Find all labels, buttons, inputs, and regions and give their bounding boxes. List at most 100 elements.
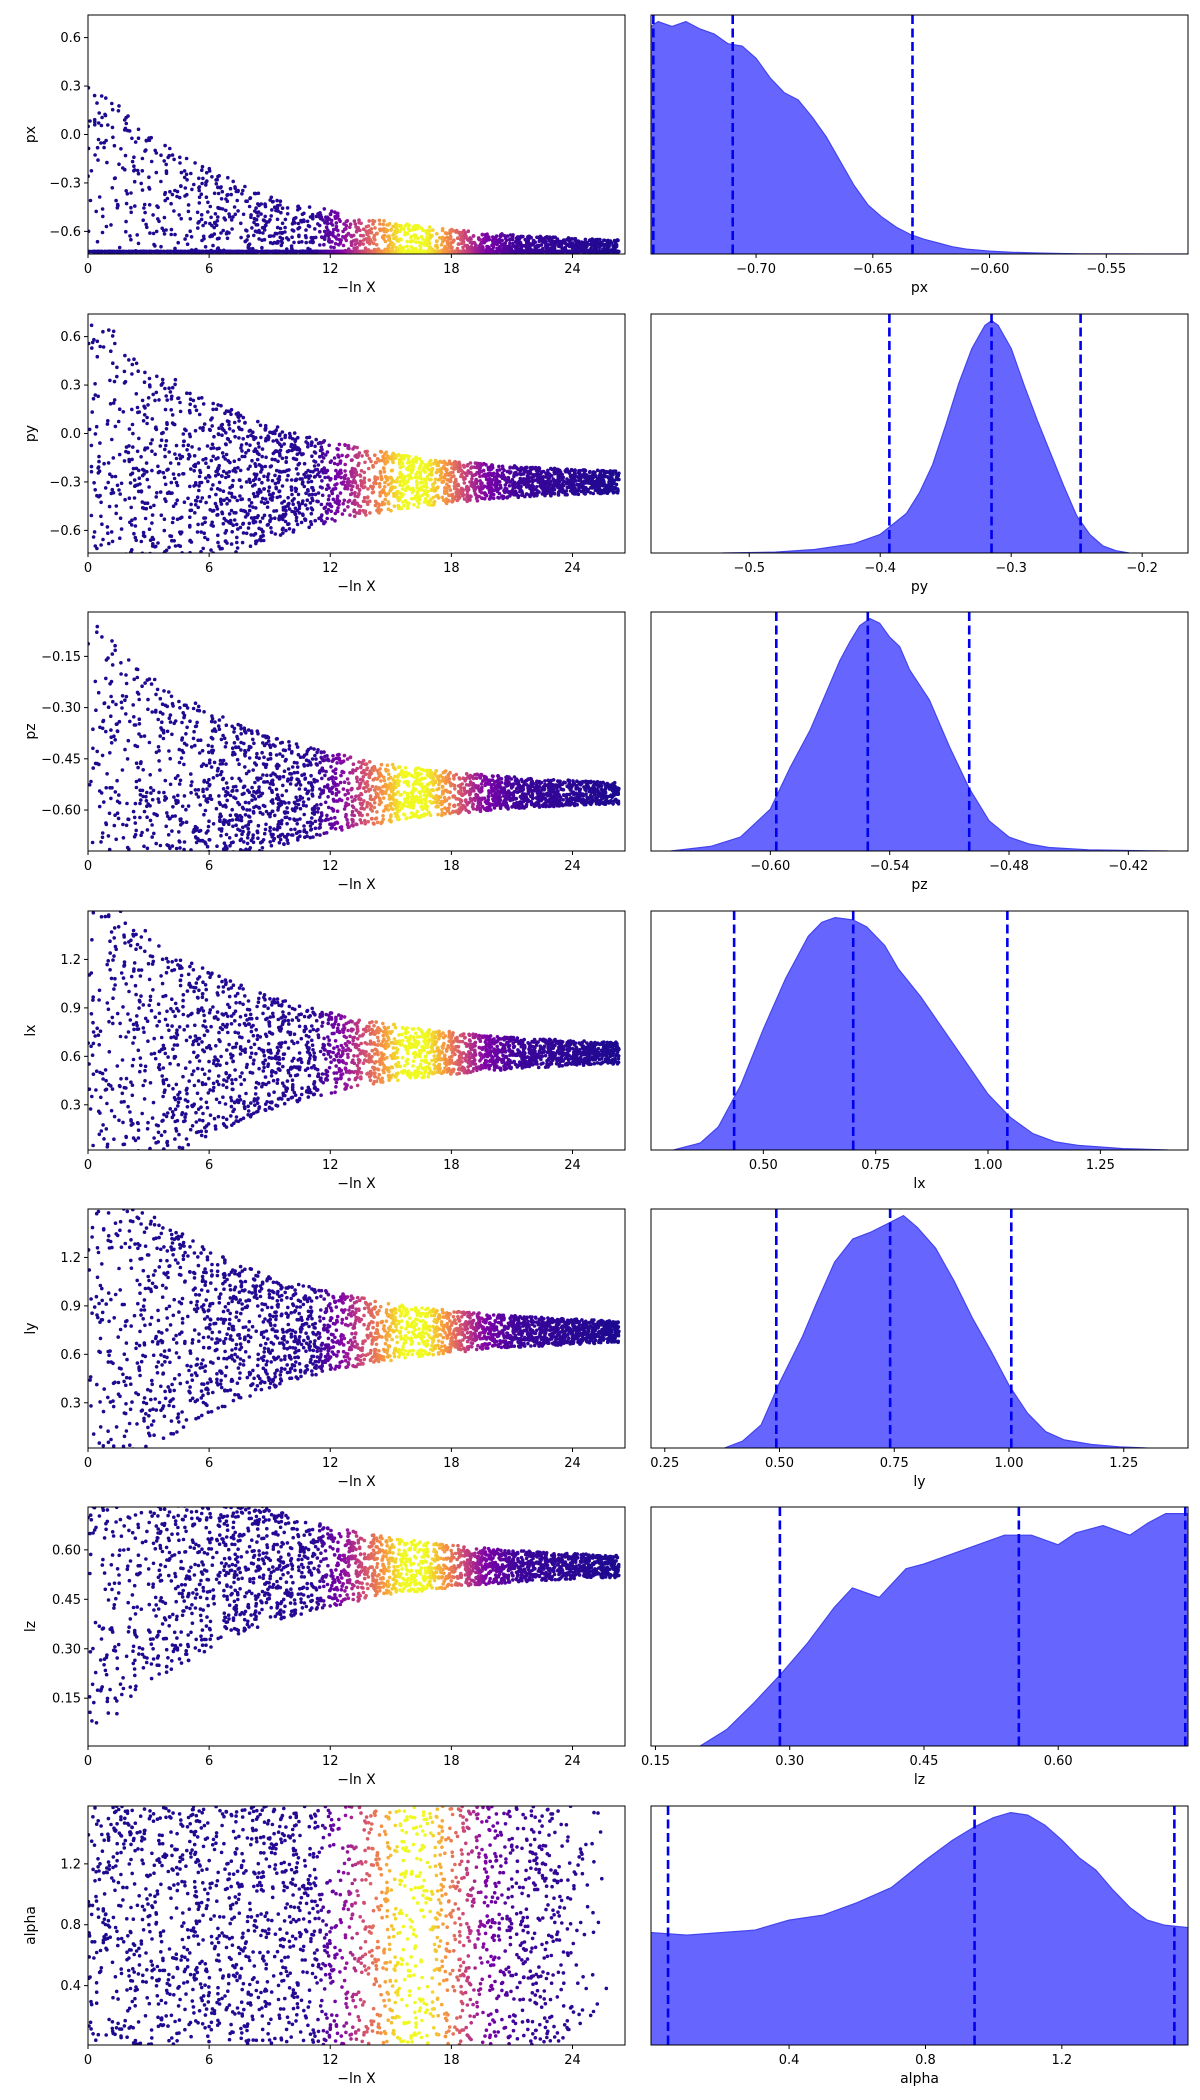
scatter-point xyxy=(431,483,435,487)
scatter-point xyxy=(409,236,413,240)
scatter-point xyxy=(552,466,557,471)
scatter-point xyxy=(427,229,432,233)
scatter-point xyxy=(308,240,313,244)
scatter-point xyxy=(424,481,429,486)
scatter-point xyxy=(139,578,143,582)
scatter-point xyxy=(147,376,152,381)
scatter-point xyxy=(189,467,193,471)
scatter-point xyxy=(182,169,187,173)
scatter-point xyxy=(178,161,182,165)
scatter-point xyxy=(99,514,103,519)
scatter-point xyxy=(392,452,396,457)
scatter-point xyxy=(506,490,510,494)
scatter-point xyxy=(131,466,136,471)
scatter-point xyxy=(470,240,475,245)
scatter-point xyxy=(255,230,259,234)
scatter-point xyxy=(497,464,501,469)
scatter-point xyxy=(220,207,225,211)
scatter-point xyxy=(141,218,145,222)
scatter-point xyxy=(605,243,610,248)
scatter-point xyxy=(344,219,349,224)
scatter-point xyxy=(238,468,243,473)
scatter-point xyxy=(179,561,183,565)
scatter-point xyxy=(378,485,382,489)
scatter-point xyxy=(389,227,394,232)
scatter-point xyxy=(147,527,152,531)
scatter-point xyxy=(214,407,219,412)
scatter-point xyxy=(198,470,203,475)
scatter-point xyxy=(260,516,265,520)
scatter-point xyxy=(492,483,497,487)
scatter-point xyxy=(243,239,248,244)
scatter-point xyxy=(313,444,317,449)
scatter-point xyxy=(210,223,214,228)
scatter-point xyxy=(249,433,253,438)
scatter-point xyxy=(130,249,135,254)
scatter-point xyxy=(378,249,383,254)
scatter-point xyxy=(203,520,207,525)
scatter-point xyxy=(535,476,540,481)
scatter-point xyxy=(236,466,240,470)
scatter-point xyxy=(195,565,199,569)
scatter-point xyxy=(278,199,283,203)
scatter-point xyxy=(432,499,437,504)
scatter-point xyxy=(238,525,243,530)
scatter-point xyxy=(117,249,122,254)
scatter-point xyxy=(447,493,451,498)
scatter-point xyxy=(215,487,220,491)
scatter-point xyxy=(487,247,492,251)
scatter-point xyxy=(263,202,267,206)
scatter-point xyxy=(383,497,388,502)
scatter-point xyxy=(256,441,261,446)
scatter-point xyxy=(219,197,224,201)
x-tick-label: 6 xyxy=(205,262,213,277)
scatter-point xyxy=(319,249,323,254)
scatter-point xyxy=(121,591,125,595)
scatter-point xyxy=(95,493,99,498)
scatter-point xyxy=(514,246,519,251)
scatter-point xyxy=(141,533,146,538)
scatter-point xyxy=(200,168,204,172)
scatter-point xyxy=(458,249,462,254)
scatter-point xyxy=(216,533,220,538)
scatter-point xyxy=(248,504,252,508)
scatter-point xyxy=(110,101,114,106)
scatter-point xyxy=(96,585,100,589)
scatter-point xyxy=(552,244,557,248)
scatter-point xyxy=(103,112,107,117)
scatter-point xyxy=(102,249,107,254)
scatter-point xyxy=(343,248,348,253)
scatter-point xyxy=(433,249,438,254)
scatter-point xyxy=(390,247,395,251)
scatter-point xyxy=(115,202,120,207)
scatter-point xyxy=(389,508,393,513)
scatter-point xyxy=(155,491,159,495)
scatter-point xyxy=(310,212,315,217)
scatter-point xyxy=(146,396,151,400)
scatter-point xyxy=(147,175,151,179)
scatter-point xyxy=(448,231,453,235)
scatter-point xyxy=(247,521,252,526)
scatter-point xyxy=(474,246,479,251)
scatter-point xyxy=(101,345,106,349)
scatter-point xyxy=(213,221,217,226)
scatter-point xyxy=(300,240,304,244)
scatter-point xyxy=(386,482,391,487)
scatter-point xyxy=(220,474,224,478)
scatter-point xyxy=(113,341,117,346)
scatter-point xyxy=(439,243,444,247)
scatter-point xyxy=(230,227,234,231)
scatter-point xyxy=(343,486,347,491)
scatter-point xyxy=(168,571,172,575)
scatter-point xyxy=(390,485,394,489)
scatter-point xyxy=(89,443,94,448)
scatter-point xyxy=(241,212,246,217)
scatter-point xyxy=(272,205,277,209)
scatter-point xyxy=(229,407,234,412)
scatter-point xyxy=(139,455,143,459)
scatter-point xyxy=(428,225,432,229)
scatter-point xyxy=(180,454,185,459)
scatter-point xyxy=(542,236,547,241)
scatter-point xyxy=(278,533,283,537)
scatter-point xyxy=(95,646,99,650)
